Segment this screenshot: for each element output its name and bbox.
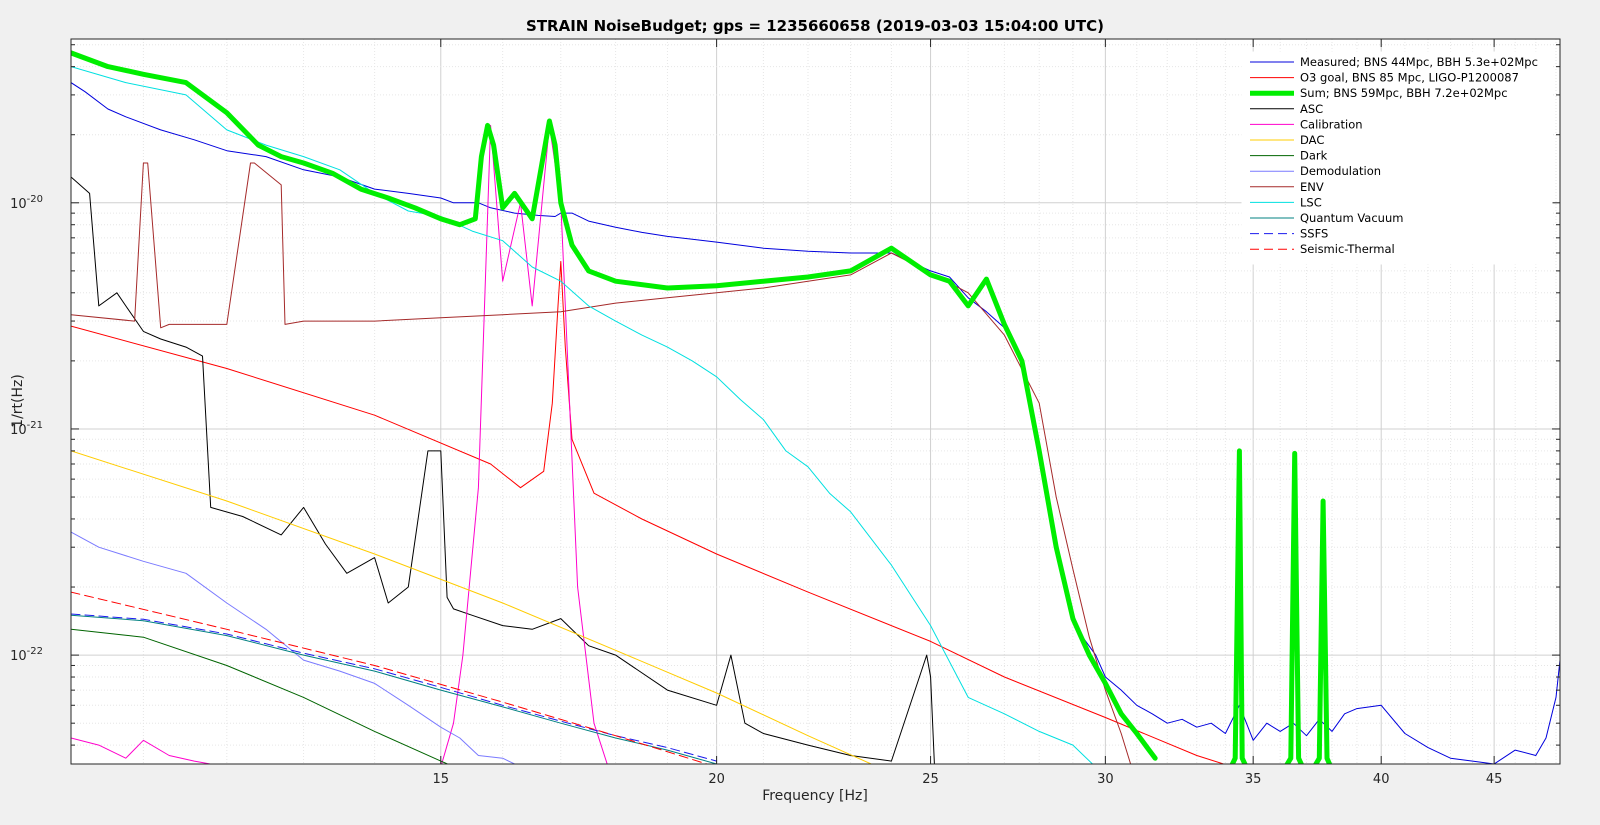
legend-entry: Demodulation [1300, 164, 1381, 178]
legend: Measured; BNS 44Mpc, BBH 5.3e+02Mpc O3 go… [1241, 51, 1553, 265]
legend-entry: Sum; BNS 59Mpc, BBH 7.2e+02Mpc [1300, 86, 1508, 100]
series-layer [71, 50, 1560, 764]
y-axis-label: 1/rt(Hz) [10, 374, 26, 428]
legend-box [1241, 51, 1553, 265]
legend-entry: Measured; BNS 44Mpc, BBH 5.3e+02Mpc [1300, 55, 1538, 69]
series-line-sum-peak [1284, 450, 1304, 764]
x-tick-label: 35 [1245, 772, 1262, 787]
x-tick-label: 30 [1097, 772, 1114, 787]
x-tick-label: 15 [433, 772, 450, 787]
legend-entry: Quantum Vacuum [1300, 211, 1403, 225]
chart-title: STRAIN NoiseBudget; gps = 1235660658 (20… [526, 17, 1104, 35]
series-line-demodulation [71, 531, 516, 764]
x-tick-label: 45 [1486, 772, 1503, 787]
legend-entry: LSC [1300, 195, 1322, 209]
series-line-asc [71, 176, 941, 764]
y-tick-label: 10-21 [10, 420, 43, 438]
axis-ticks: 15 20 25 30 35 40 45 10-20 10-21 10-22 [10, 39, 1560, 787]
series-line-sum-peak [1313, 498, 1333, 764]
series-line-quantum-vacuum [71, 614, 718, 764]
y-tick-label: 10-20 [10, 194, 43, 212]
legend-entry: ASC [1300, 102, 1323, 116]
legend-entry: Seismic-Thermal [1300, 242, 1395, 256]
series-line-sum-peak [1229, 448, 1248, 764]
series-line-sum-bns-59mpc-bbh-7-2e-02mpc [71, 50, 1158, 761]
legend-entry: Calibration [1300, 117, 1363, 131]
x-tick-label: 40 [1373, 772, 1390, 787]
x-tick-label: 25 [922, 772, 939, 787]
legend-entry: DAC [1300, 133, 1324, 147]
x-axis-label: Frequency [Hz] [762, 788, 868, 804]
series-line-lsc [71, 66, 1093, 764]
plot-frame [70, 38, 1561, 765]
legend-entry: SSFS [1300, 227, 1328, 241]
y-tick-label: 10-22 [10, 646, 43, 664]
legend-entry: O3 goal, BNS 85 Mpc, LIGO-P1200087 [1300, 71, 1519, 85]
legend-entry: Dark [1300, 149, 1328, 163]
series-line-env [71, 162, 1132, 764]
series-line-seismic-thermal [71, 591, 708, 764]
x-tick-label: 20 [708, 772, 725, 787]
series-line-dac [71, 450, 872, 764]
legend-entry: ENV [1300, 180, 1324, 194]
series-line-ssfs [71, 613, 718, 762]
